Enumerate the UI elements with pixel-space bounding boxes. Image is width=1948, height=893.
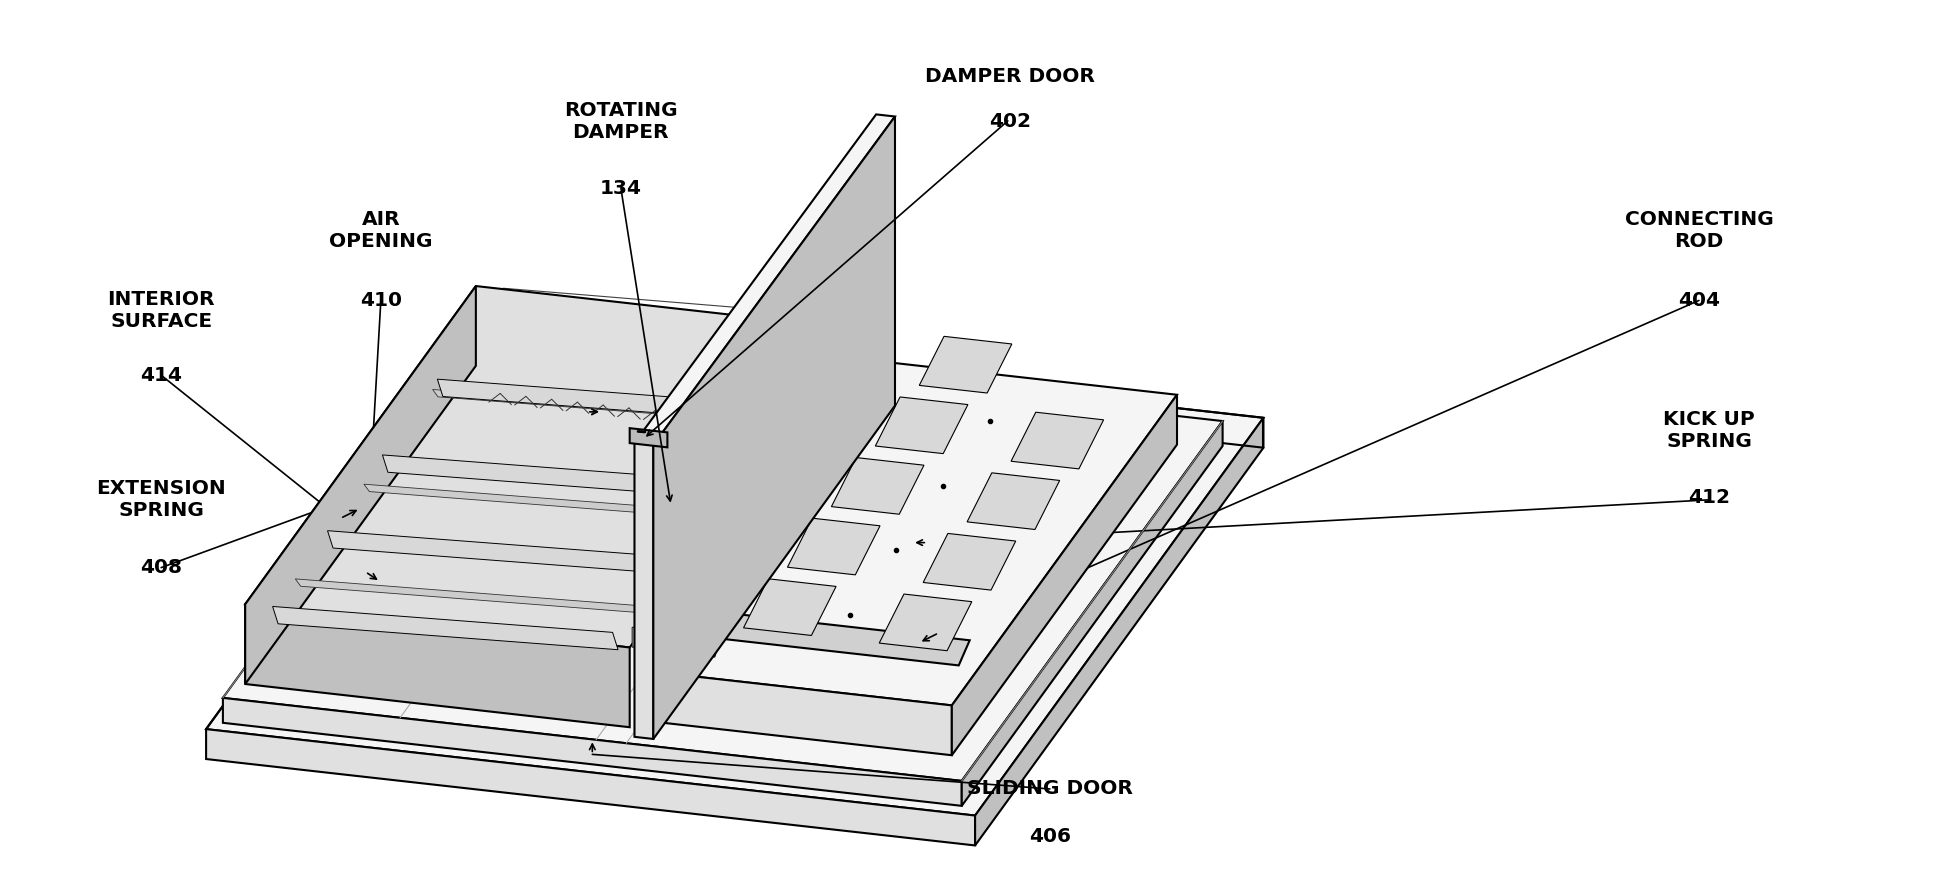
Polygon shape — [653, 116, 894, 739]
Polygon shape — [787, 518, 880, 575]
Polygon shape — [962, 421, 1223, 805]
Polygon shape — [879, 594, 972, 651]
Text: DAMPER DOOR: DAMPER DOOR — [925, 67, 1095, 86]
Polygon shape — [666, 673, 953, 755]
Text: ROTATING
DAMPER: ROTATING DAMPER — [563, 101, 678, 141]
Polygon shape — [976, 418, 1264, 846]
Text: AIR
OPENING: AIR OPENING — [329, 210, 432, 251]
Polygon shape — [797, 413, 822, 435]
Polygon shape — [222, 698, 962, 805]
Polygon shape — [923, 533, 1015, 590]
Polygon shape — [832, 457, 923, 514]
Text: 412: 412 — [1689, 488, 1730, 507]
Polygon shape — [744, 579, 836, 636]
Text: EXTENSION
SPRING: EXTENSION SPRING — [95, 480, 226, 521]
Polygon shape — [432, 389, 793, 424]
Text: CONNECTING
ROD: CONNECTING ROD — [1625, 210, 1773, 251]
Text: 134: 134 — [600, 179, 641, 198]
Text: SLIDING DOOR: SLIDING DOOR — [966, 780, 1134, 798]
Text: 410: 410 — [360, 291, 401, 310]
Polygon shape — [364, 484, 725, 519]
Polygon shape — [742, 485, 768, 505]
Polygon shape — [206, 729, 976, 846]
Text: KICK UP
SPRING: KICK UP SPRING — [1664, 410, 1755, 451]
Polygon shape — [635, 443, 653, 739]
Polygon shape — [1011, 413, 1105, 469]
Polygon shape — [635, 114, 894, 445]
Text: 402: 402 — [990, 112, 1030, 130]
Polygon shape — [688, 610, 970, 665]
Text: 406: 406 — [1029, 827, 1071, 847]
Polygon shape — [245, 286, 475, 684]
Polygon shape — [245, 286, 861, 647]
Text: 414: 414 — [140, 366, 183, 385]
Text: 404: 404 — [1677, 291, 1720, 310]
Polygon shape — [953, 395, 1177, 755]
Polygon shape — [919, 337, 1011, 393]
Polygon shape — [438, 380, 783, 422]
Polygon shape — [875, 397, 968, 454]
Text: 408: 408 — [140, 558, 183, 577]
Polygon shape — [245, 605, 629, 727]
Polygon shape — [327, 530, 672, 574]
Polygon shape — [206, 331, 1264, 815]
Text: INTERIOR
SURFACE: INTERIOR SURFACE — [107, 290, 214, 331]
Polygon shape — [631, 626, 658, 647]
Polygon shape — [382, 455, 729, 498]
Polygon shape — [629, 428, 668, 447]
Polygon shape — [222, 338, 1223, 781]
Polygon shape — [966, 472, 1060, 530]
Polygon shape — [684, 601, 730, 657]
Polygon shape — [296, 579, 656, 613]
Polygon shape — [666, 363, 1177, 705]
Polygon shape — [688, 555, 713, 576]
Polygon shape — [273, 606, 618, 650]
